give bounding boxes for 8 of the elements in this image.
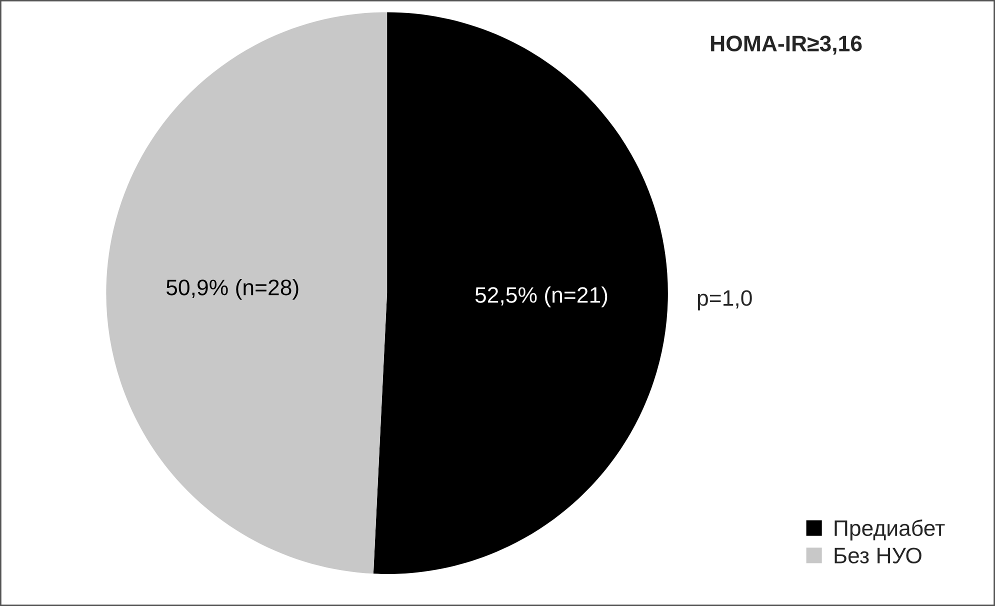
pie-slice xyxy=(106,12,388,574)
data-label: 50,9% (n=28) xyxy=(166,279,298,300)
text: HOMA-IR≥3,16 xyxy=(711,36,862,55)
pie-slice xyxy=(373,12,668,574)
text: p=1,0 xyxy=(698,290,752,310)
data-label: 52,5% (n=21) xyxy=(475,286,608,308)
legend-label: Предиабет xyxy=(834,520,945,540)
legend-label: Без НУО xyxy=(834,548,922,564)
